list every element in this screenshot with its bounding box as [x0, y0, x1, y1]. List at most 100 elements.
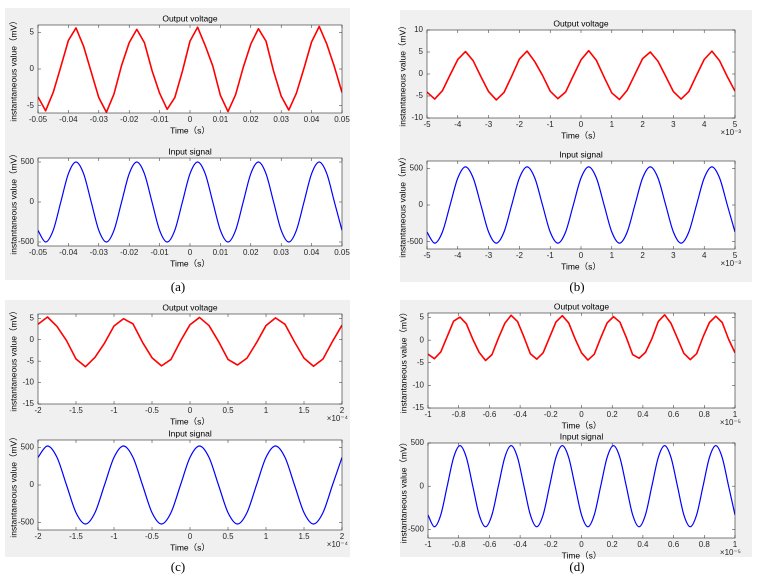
plot-area	[38, 25, 342, 113]
x-multiplier: ×10⁻³	[721, 259, 742, 268]
y-tick-label: 0	[30, 64, 35, 73]
x-tick-label: 0	[579, 410, 584, 419]
x-tick-label: 1	[264, 406, 269, 415]
x-tick-label: -0.01	[150, 248, 169, 257]
x-tick-label: -0.4	[513, 410, 527, 419]
x-tick-label: -2	[516, 251, 524, 260]
x-tick-label: -1	[110, 406, 118, 415]
x-tick-label: 0.5	[222, 532, 234, 541]
x-axis-label: Time（s）	[170, 542, 210, 552]
data-line	[428, 314, 735, 362]
x-tick-label: -3	[485, 251, 493, 260]
chart-title: Output voltage	[162, 13, 218, 23]
x-tick-label: 0.01	[213, 248, 229, 257]
x-tick-label: -4	[454, 251, 462, 260]
data-line	[38, 25, 342, 113]
x-tick-label: 0.6	[668, 410, 680, 419]
y-tick-label: 0	[419, 69, 424, 78]
x-tick-label: 3	[671, 120, 676, 129]
panel-label: (a)	[171, 279, 185, 294]
x-axis-label: Time（s）	[170, 125, 210, 135]
plot-area	[38, 440, 342, 530]
x-axis-label: Time（s）	[562, 550, 602, 560]
x-tick-label: -0.05	[29, 115, 48, 124]
plot-area	[427, 30, 735, 118]
x-tick-label: -0.6	[483, 410, 497, 419]
panel-label: (c)	[171, 559, 185, 574]
axes-box	[37, 24, 343, 114]
chart-title: Input signal	[560, 431, 604, 441]
x-tick-label: 1	[610, 251, 615, 260]
x-tick-label: 0	[579, 251, 584, 260]
y-tick-label: 0	[420, 481, 425, 490]
x-axis-label: Time（s）	[170, 416, 210, 426]
x-tick-label: 0.03	[273, 248, 289, 257]
y-axis-label: instantaneous value（mV）	[8, 306, 18, 411]
y-axis-label: instantaneous value（mV）	[398, 308, 408, 413]
y-axis-label: instantaneous value（mV）	[8, 149, 18, 254]
x-tick-label: 0.05	[334, 248, 350, 257]
y-tick-label: 0	[30, 480, 35, 489]
x-multiplier: ×10⁻⁴	[327, 540, 349, 549]
panel-label: (d)	[569, 559, 584, 574]
x-tick-label: -0.2	[544, 540, 558, 549]
y-tick-label: -5	[417, 358, 425, 367]
plot-area	[38, 314, 342, 404]
x-tick-label: -1	[110, 532, 118, 541]
x-tick-label: 0.5	[222, 406, 234, 415]
y-tick-label: 500	[411, 438, 425, 447]
x-tick-label: 0	[188, 248, 193, 257]
chart-title: Output voltage	[554, 301, 610, 311]
x-tick-label: 0	[188, 115, 193, 124]
x-tick-label: 2	[340, 406, 345, 415]
x-tick-label: 0.4	[637, 410, 649, 419]
x-multiplier: ×10⁻⁵	[720, 548, 741, 557]
y-tick-label: -10	[411, 113, 423, 122]
x-tick-label: 0.8	[699, 410, 711, 419]
x-tick-label: -4	[454, 120, 462, 129]
x-multiplier: ×10⁻⁴	[327, 414, 349, 423]
y-axis-label: instantaneous value（mV）	[397, 152, 407, 257]
x-tick-label: -0.8	[452, 410, 466, 419]
x-tick-label: 1	[264, 532, 269, 541]
x-tick-label: 1.5	[298, 532, 310, 541]
x-tick-label: 2	[340, 532, 345, 541]
x-tick-label: 2	[640, 251, 645, 260]
data-line	[38, 161, 342, 243]
chart-title: Input signal	[559, 149, 603, 159]
x-tick-label: 4	[702, 251, 707, 260]
x-tick-label: 0	[579, 120, 584, 129]
x-tick-label: 0.04	[304, 115, 320, 124]
x-multiplier: ×10⁻³	[721, 128, 742, 137]
x-tick-label: -1.5	[69, 406, 83, 415]
x-tick-label: -0.03	[90, 248, 109, 257]
x-tick-label: 1.5	[298, 406, 310, 415]
x-tick-label: -0.8	[452, 540, 466, 549]
y-axis-label: instantaneous value（mV）	[8, 432, 18, 537]
y-tick-label: 500	[410, 163, 424, 172]
chart-title: Output voltage	[553, 18, 609, 28]
y-tick-label: -500	[18, 518, 35, 527]
x-tick-label: 1	[733, 410, 738, 419]
x-axis-label: Time（s）	[562, 420, 602, 430]
x-tick-label: 5	[733, 251, 738, 260]
axes-box	[37, 157, 343, 247]
x-tick-label: 2	[640, 120, 645, 129]
plot-area	[427, 161, 735, 249]
x-tick-label: 1	[610, 120, 615, 129]
y-tick-label: 5	[419, 47, 424, 56]
x-tick-label: 4	[702, 120, 707, 129]
plot-area	[428, 443, 735, 538]
x-tick-label: -0.2	[544, 410, 558, 419]
x-tick-label: -1	[424, 540, 432, 549]
y-tick-label: 10	[414, 25, 423, 34]
axes-box	[426, 160, 736, 250]
y-tick-label: -500	[408, 524, 425, 533]
y-axis-label: instantaneous value（mV）	[397, 21, 407, 126]
data-line	[427, 49, 735, 101]
x-tick-label: -0.01	[150, 115, 169, 124]
x-tick-label: -0.6	[483, 540, 497, 549]
chart-title: Input signal	[168, 146, 212, 156]
y-tick-label: -500	[407, 237, 424, 246]
x-tick-label: 0.2	[607, 410, 619, 419]
